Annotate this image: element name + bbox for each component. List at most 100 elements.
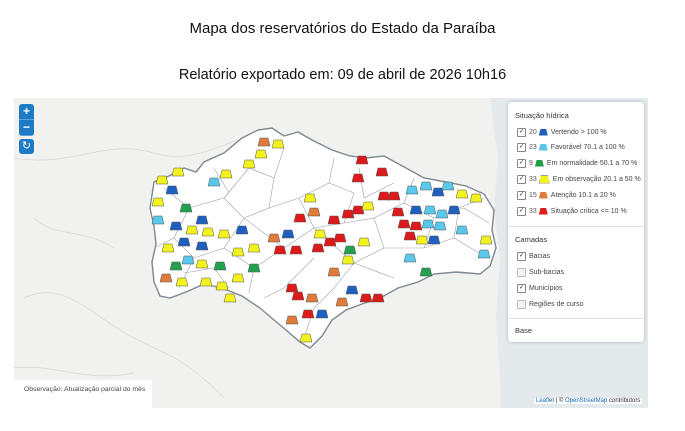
reservoir-marker	[341, 209, 355, 219]
legend-checkbox[interactable]: ✓	[517, 206, 526, 216]
reservoir-marker	[271, 139, 285, 149]
reservoir-marker	[427, 235, 441, 245]
layer-item-municipios[interactable]: ✓ Municípios	[517, 283, 562, 293]
reservoir-marker	[195, 241, 209, 251]
reservoir-marker	[185, 225, 199, 235]
reservoir-marker	[391, 207, 405, 217]
reservoir-marker	[403, 253, 417, 263]
reservoir-marker	[281, 229, 295, 239]
observation-note: Observação: Atualização parcial do mês	[14, 380, 152, 408]
legend-count: 15	[529, 191, 537, 199]
legend-checkbox[interactable]: ✓	[517, 190, 526, 200]
reservoir-marker	[419, 267, 433, 277]
marker-swatch-icon	[538, 174, 550, 184]
reservoir-marker	[455, 189, 469, 199]
legend-item-favoravel[interactable]: ✓ 23 Favorável 70.1 a 100 %	[517, 142, 625, 152]
layer-checkbox[interactable]	[517, 267, 526, 277]
legend-label: Em observação 20.1 a 50 %	[552, 175, 641, 183]
reservoir-marker	[195, 215, 209, 225]
reservoir-marker	[285, 315, 299, 325]
reservoir-marker	[415, 235, 429, 245]
reservoir-marker	[301, 309, 315, 319]
legend-checkbox[interactable]: ✓	[517, 174, 526, 184]
reservoir-marker	[315, 309, 329, 319]
reservoir-marker	[171, 167, 185, 177]
attribution-suffix: contributors	[607, 398, 641, 404]
reservoir-marker	[345, 285, 359, 295]
reservoir-marker	[333, 233, 347, 243]
reservoir-marker	[335, 297, 349, 307]
reservoir-marker	[223, 293, 237, 303]
reservoir-marker	[435, 209, 449, 219]
page-title: Mapa dos reservatórios do Estado da Para…	[189, 20, 496, 37]
reservoir-marker	[285, 283, 299, 293]
reservoir-marker	[327, 267, 341, 277]
legend-item-vertendo[interactable]: ✓ 20 Vertendo > 100 %	[517, 127, 607, 137]
reservoir-marker	[479, 235, 493, 245]
reservoir-marker	[235, 225, 249, 235]
marker-swatch-icon	[538, 143, 548, 151]
reservoir-marker	[175, 277, 189, 287]
reservoir-marker	[247, 243, 261, 253]
layers-title: Camadas	[515, 235, 548, 244]
legend-count: 33	[529, 175, 537, 183]
zoom-in-button[interactable]: +	[19, 104, 34, 120]
reservoir-marker	[431, 187, 445, 197]
reservoir-marker	[267, 233, 281, 243]
zoom-control[interactable]: + −	[19, 104, 34, 136]
reservoir-marker	[371, 293, 385, 303]
map-attribution: Leaflet | © OpenStreetMap contributors	[534, 398, 643, 404]
marker-swatch-icon	[538, 191, 548, 199]
marker-swatch-icon	[538, 207, 548, 215]
reservoir-marker	[341, 255, 355, 265]
reservoir-marker	[289, 245, 303, 255]
legend-item-normalidade[interactable]: ✓ 9 Em normalidade 50.1 a 70 %	[517, 158, 637, 168]
report-date: Relatório exportado em: 09 de abril de 2…	[178, 67, 507, 83]
reservoir-marker	[455, 225, 469, 235]
leaflet-link[interactable]: Leaflet	[536, 398, 555, 404]
reservoir-marker	[247, 263, 261, 273]
reservoir-marker	[291, 291, 305, 301]
reservoir-marker	[151, 197, 165, 207]
legend-checkbox[interactable]: ✓	[517, 158, 526, 168]
reservoir-marker	[355, 155, 369, 165]
reservoir-marker	[165, 185, 179, 195]
legend-label: Atenção 10.1 a 20 %	[550, 191, 616, 199]
legend-item-critica[interactable]: ✓ 33 Situação crítica <= 10 %	[517, 206, 627, 216]
reservoir-marker	[179, 203, 193, 213]
reset-view-button[interactable]: ↻	[19, 139, 34, 154]
layer-checkbox[interactable]: ✓	[517, 283, 526, 293]
reservoir-marker	[303, 193, 317, 203]
layer-item-bacias[interactable]: ✓ Bacias	[517, 251, 550, 261]
reservoir-marker	[254, 149, 268, 159]
reservoir-marker	[169, 261, 183, 271]
legend-item-observacao[interactable]: ✓ 33 Em observação 20.1 a 50 %	[517, 174, 641, 184]
layer-checkbox[interactable]: ✓	[517, 251, 526, 261]
layer-item-regioes[interactable]: Regiões de curso	[517, 299, 583, 309]
zoom-out-button[interactable]: −	[19, 120, 34, 136]
layer-item-sub-bacias[interactable]: Sub-bacias	[517, 267, 564, 277]
legend-item-atencao[interactable]: ✓ 15 Atenção 10.1 a 20 %	[517, 190, 616, 200]
reservoir-marker	[169, 221, 183, 231]
reservoir-marker	[323, 237, 337, 247]
base-title: Base	[515, 326, 533, 335]
panel-divider	[508, 226, 644, 227]
reservoir-marker	[375, 167, 389, 177]
reservoir-marker	[343, 245, 357, 255]
attribution-separator: | ©	[554, 398, 565, 404]
legend-checkbox[interactable]: ✓	[517, 127, 526, 137]
reservoir-marker	[213, 261, 227, 271]
reservoir-marker	[305, 293, 319, 303]
reservoir-marker	[217, 229, 231, 239]
reservoir-marker	[311, 243, 325, 253]
reservoir-marker	[421, 219, 435, 229]
osm-link[interactable]: OpenStreetMap	[565, 398, 608, 404]
layer-checkbox[interactable]	[517, 299, 526, 309]
legend-label: Favorável 70.1 a 100 %	[550, 143, 625, 151]
reservoir-marker	[273, 245, 287, 255]
reservoir-markers[interactable]	[151, 137, 493, 343]
legend-checkbox[interactable]: ✓	[517, 142, 526, 152]
reservoir-marker	[151, 215, 165, 225]
reservoir-marker	[159, 273, 173, 283]
legend-count: 20	[529, 128, 537, 136]
